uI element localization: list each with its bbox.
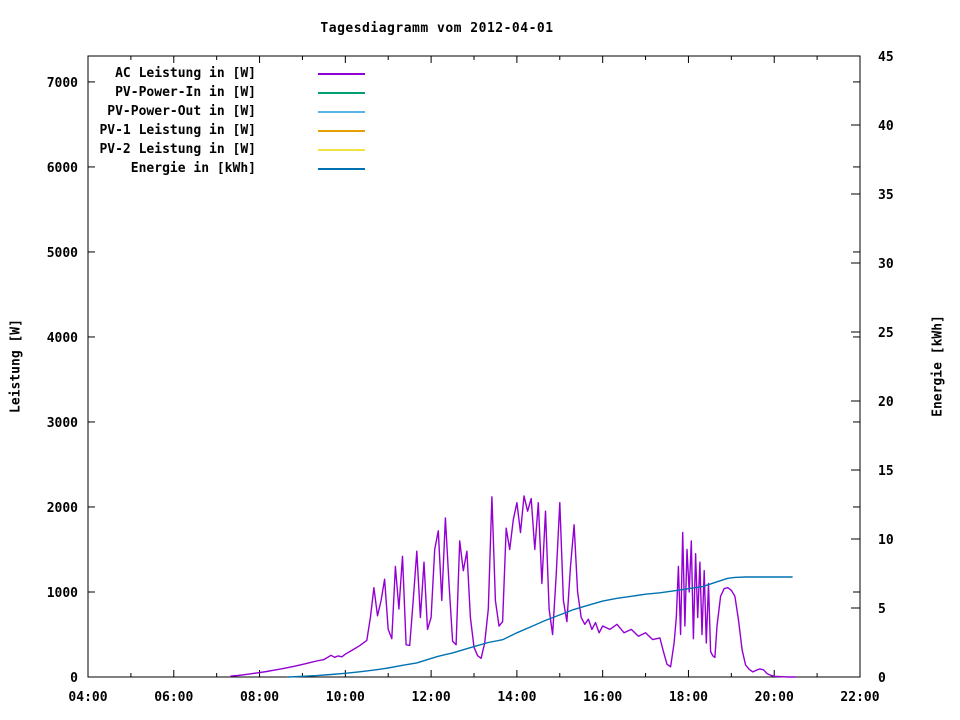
x-tick-label: 06:00 bbox=[154, 690, 193, 705]
series-line-ac-leistung-in-w bbox=[230, 495, 797, 678]
x-tick-label: 20:00 bbox=[755, 690, 794, 705]
x-tick-label: 22:00 bbox=[840, 690, 879, 705]
legend-item-pv-power-out-in-w: PV-Power-Out in [W] bbox=[88, 102, 365, 121]
legend-line-sample bbox=[318, 167, 365, 170]
y-right-tick-label: 45 bbox=[878, 50, 894, 65]
x-tick-label: 14:00 bbox=[497, 690, 536, 705]
y-left-tick-label: 6000 bbox=[47, 161, 78, 176]
legend-item-pv-1-leistung-in-w: PV-1 Leistung in [W] bbox=[88, 121, 365, 140]
legend-label: PV-2 Leistung in [W] bbox=[99, 142, 256, 157]
x-tick-label: 04:00 bbox=[68, 690, 107, 705]
y-right-tick-label: 40 bbox=[878, 119, 894, 134]
y-right-tick-label: 10 bbox=[878, 533, 894, 548]
y-left-tick-label: 4000 bbox=[47, 331, 78, 346]
y-right-tick-label: 30 bbox=[878, 257, 894, 272]
legend-label: Energie in [kWh] bbox=[130, 161, 256, 176]
y-left-tick-label: 0 bbox=[70, 671, 78, 686]
legend-label: PV-1 Leistung in [W] bbox=[99, 123, 256, 138]
x-tick-label: 18:00 bbox=[669, 690, 708, 705]
legend-label: PV-Power-Out in [W] bbox=[107, 104, 256, 119]
legend-label: PV-Power-In in [W] bbox=[115, 85, 256, 100]
y-right-tick-label: 5 bbox=[878, 602, 886, 617]
legend-line-sample bbox=[318, 110, 365, 113]
legend-item-pv-2-leistung-in-w: PV-2 Leistung in [W] bbox=[88, 140, 365, 159]
y-right-tick-label: 15 bbox=[878, 464, 894, 479]
legend-line-sample bbox=[318, 148, 365, 151]
series-line-energie-in-kwh bbox=[287, 576, 793, 678]
y-left-tick-label: 1000 bbox=[47, 586, 78, 601]
y-left-tick-label: 7000 bbox=[47, 76, 78, 91]
y-left-tick-label: 3000 bbox=[47, 416, 78, 431]
x-tick-label: 10:00 bbox=[326, 690, 365, 705]
chart-legend: AC Leistung in [W] PV-Power-In in [W] PV-P… bbox=[88, 64, 365, 178]
legend-item-energie-in-kwh: Energie in [kWh] bbox=[88, 159, 365, 178]
y-right-tick-label: 35 bbox=[878, 188, 894, 203]
y-right-tick-label: 0 bbox=[878, 671, 886, 686]
y-left-tick-label: 5000 bbox=[47, 246, 78, 261]
y-right-tick-label: 20 bbox=[878, 395, 894, 410]
x-tick-label: 08:00 bbox=[240, 690, 279, 705]
legend-label: AC Leistung in [W] bbox=[115, 66, 256, 81]
y-left-tick-label: 2000 bbox=[47, 501, 78, 516]
x-tick-label: 16:00 bbox=[583, 690, 622, 705]
chart-title: Tagesdiagramm vom 2012-04-01 bbox=[320, 21, 554, 36]
legend-item-ac-leistung-in-w: AC Leistung in [W] bbox=[88, 64, 365, 83]
legend-line-sample bbox=[318, 91, 365, 94]
legend-line-sample bbox=[318, 72, 365, 75]
x-tick-label: 12:00 bbox=[412, 690, 451, 705]
legend-line-sample bbox=[318, 129, 365, 132]
legend-item-pv-power-in-in-w: PV-Power-In in [W] bbox=[88, 83, 365, 102]
y-right-tick-label: 25 bbox=[878, 326, 894, 341]
